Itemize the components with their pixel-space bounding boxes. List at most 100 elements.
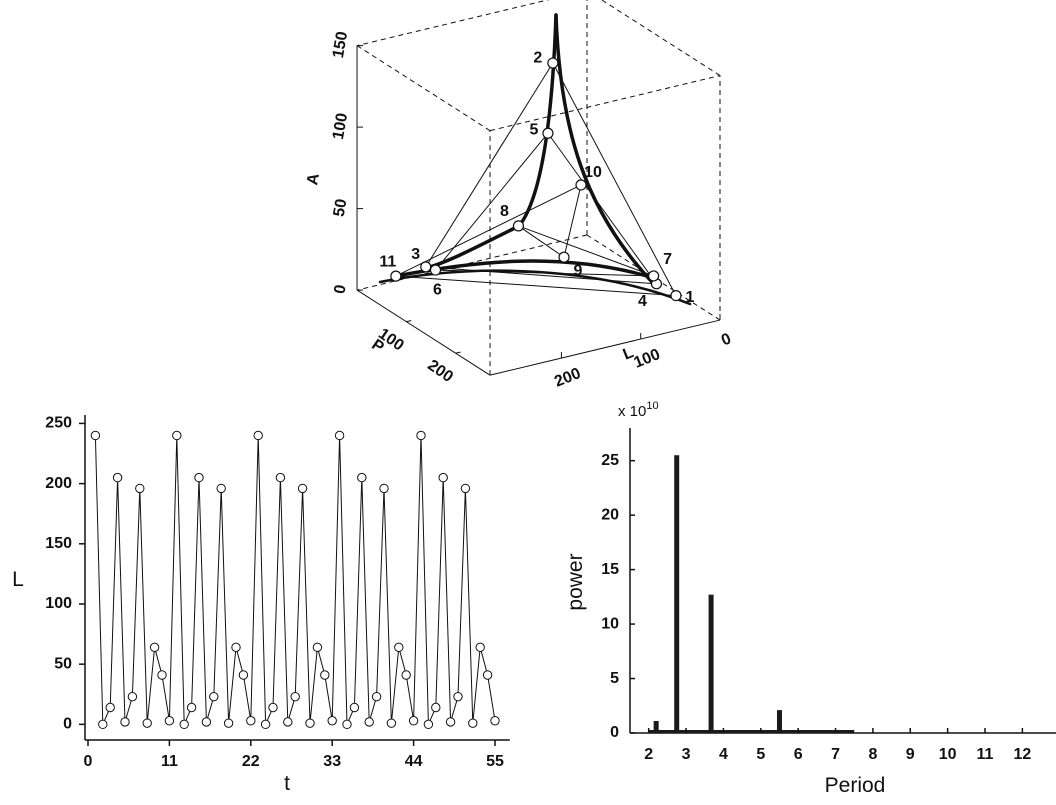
- y-axis-label: power: [564, 553, 587, 610]
- x-tick-label: 4: [719, 746, 728, 763]
- marker: [127, 691, 138, 702]
- point: [575, 179, 587, 191]
- point-label: 3: [411, 246, 420, 263]
- marker: [312, 642, 323, 653]
- trajectory-segment: [425, 266, 657, 285]
- marker: [98, 719, 108, 730]
- x-tick-label: 5: [756, 746, 765, 763]
- marker: [475, 642, 485, 653]
- marker: [223, 718, 234, 728]
- point: [670, 290, 682, 302]
- marker: [357, 472, 367, 483]
- marker: [423, 719, 434, 730]
- trajectory-segment: [425, 62, 554, 268]
- marker: [408, 716, 419, 726]
- point: [547, 57, 559, 69]
- marker: [179, 719, 189, 730]
- x-tick-label: 11: [977, 746, 994, 763]
- marker: [142, 718, 152, 728]
- marker: [135, 483, 145, 494]
- marker: [238, 670, 249, 680]
- marker: [260, 719, 271, 730]
- marker: [349, 702, 360, 713]
- bar: [776, 710, 782, 733]
- trajectory-segment: [563, 184, 582, 258]
- marker: [460, 483, 471, 494]
- marker: [105, 702, 115, 713]
- x-tick-label: 9: [906, 746, 915, 763]
- point: [647, 270, 660, 282]
- x-tick-label: 2: [644, 746, 653, 763]
- marker: [468, 718, 478, 728]
- marker: [490, 716, 500, 726]
- point: [542, 127, 554, 139]
- marker: [482, 670, 493, 680]
- a-tick-label: 150: [330, 30, 351, 59]
- marker: [297, 483, 308, 494]
- bar: [674, 455, 680, 733]
- box-edge: [489, 75, 721, 132]
- marker: [246, 716, 256, 726]
- x-axis-label: Period: [825, 774, 886, 797]
- marker: [164, 716, 175, 726]
- trajectory-segment: [435, 269, 654, 277]
- marker: [364, 717, 374, 727]
- attractor-curve: [378, 269, 692, 306]
- a-axis-label: A: [304, 172, 323, 187]
- box-edge: [356, 234, 588, 291]
- box-edge: [356, 0, 550, 47]
- point-label: 6: [433, 281, 442, 298]
- bar: [653, 721, 659, 733]
- point: [512, 220, 525, 232]
- marker: [290, 691, 300, 702]
- marker: [445, 717, 456, 727]
- marker: [253, 430, 263, 441]
- multiplier: x 1010: [618, 400, 659, 420]
- attractor-curve: [554, 13, 654, 284]
- series-line: [94, 435, 496, 725]
- marker: [334, 430, 345, 441]
- trajectory-segment: [518, 225, 654, 277]
- marker: [416, 430, 426, 441]
- x-tick-label: 12: [1013, 746, 1031, 763]
- multiplier-exponent: 10: [646, 400, 658, 412]
- y-tick-label: 25: [601, 452, 619, 469]
- marker: [305, 718, 315, 728]
- x-tick-label: 3: [682, 746, 691, 763]
- point-label: 5: [529, 121, 538, 138]
- marker: [453, 691, 463, 702]
- marker: [194, 472, 204, 483]
- marker: [401, 670, 411, 680]
- point-label: 8: [500, 203, 509, 220]
- a-tick-label: 100: [330, 112, 351, 141]
- a-tick-label: 0: [331, 283, 349, 295]
- marker: [431, 702, 441, 713]
- y-tick-label: 250: [45, 415, 72, 432]
- box-edge: [600, 0, 721, 76]
- marker: [394, 642, 404, 653]
- p-tick: [455, 351, 461, 354]
- marker: [283, 717, 293, 727]
- y-tick-label: 5: [610, 670, 619, 687]
- x-tick-label: 44: [405, 753, 423, 770]
- trajectory-segment: [395, 275, 677, 297]
- marker: [216, 483, 226, 494]
- marker: [149, 642, 160, 653]
- y-tick-label: 20: [601, 506, 619, 523]
- point-label: 11: [379, 253, 396, 270]
- x-tick-label: 6: [794, 746, 803, 763]
- marker: [371, 691, 382, 702]
- y-tick-label: 15: [601, 561, 619, 578]
- marker: [112, 472, 123, 483]
- y-tick-label: 0: [63, 716, 72, 733]
- marker: [438, 472, 448, 483]
- l-tick-label: 200: [552, 365, 583, 391]
- y-tick-label: 150: [45, 535, 72, 552]
- bar: [708, 594, 714, 733]
- l-tick-label: 0: [719, 330, 734, 349]
- y-axis-label: L: [12, 568, 24, 591]
- x-tick-label: 8: [868, 746, 877, 763]
- marker: [320, 670, 330, 680]
- point-label: 1: [686, 289, 695, 306]
- marker: [327, 716, 337, 726]
